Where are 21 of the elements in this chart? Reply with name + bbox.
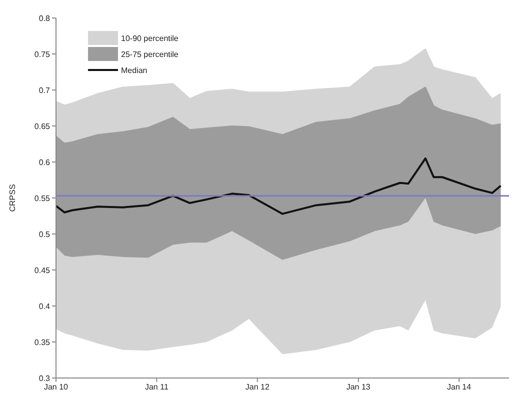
legend-label: Median (121, 66, 148, 74)
x-tick-label: Jan 12 (245, 382, 270, 392)
x-tick-label: Jan 13 (346, 382, 371, 392)
y-tick-label: 0.3 (38, 374, 51, 383)
y-tick-label: 0.7 (38, 86, 51, 95)
x-tick-label: Jan 14 (447, 382, 472, 392)
line-series (56, 157, 502, 215)
y-tick-label: 0.6 (38, 158, 51, 167)
y-tick-label: 0.5 (38, 230, 51, 239)
y-tick-label: 0.35 (34, 338, 51, 347)
y-tick-label: 0.4 (38, 302, 51, 311)
x-tick-label: Jan 10 (44, 382, 69, 392)
y-axis-title: CRPSS (8, 184, 17, 212)
legend-label: 10-90 percentile (121, 34, 178, 42)
y-tick-label: 0.55 (34, 194, 51, 203)
legend-label: 25-75 percentile (121, 50, 178, 58)
y-tick-label: 0.75 (34, 50, 51, 59)
y-tick-label: 0.65 (34, 122, 51, 131)
y-tick-label: 0.45 (34, 266, 51, 275)
x-tick-label: Jan 11 (144, 382, 169, 392)
y-tick-label: 0.8 (38, 14, 51, 23)
